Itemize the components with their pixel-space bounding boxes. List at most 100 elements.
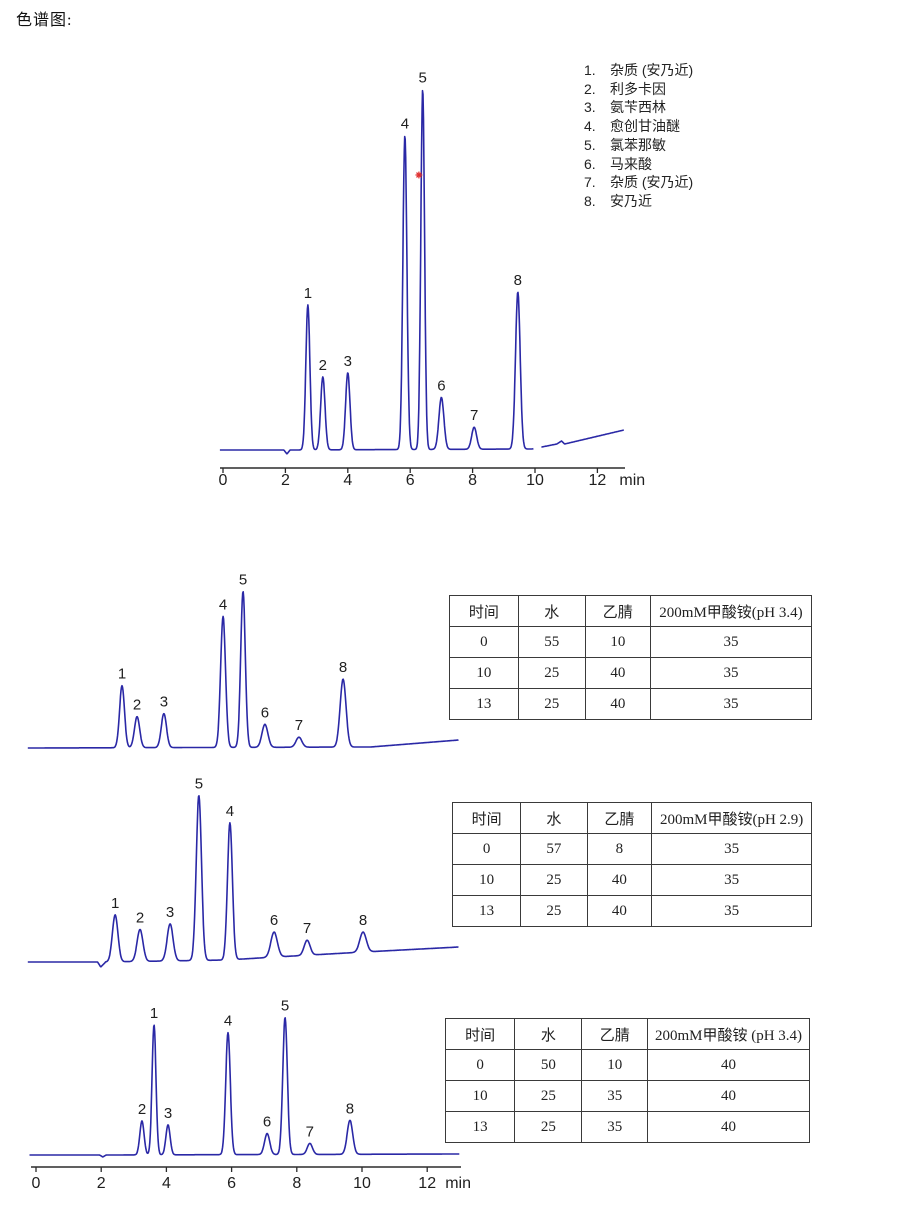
legend-item-number: 1. xyxy=(584,62,596,78)
column-header: 时间 xyxy=(444,1018,516,1050)
table-cell: 13 xyxy=(449,688,519,720)
gradient-table-2: 时间水乙腈 200mM甲酸铵(pH 2.9) 0 57 8 35 10 25 40 35 13 25 4… xyxy=(451,802,812,927)
column-header: 水 xyxy=(517,595,586,627)
legend-item-name: 杂质 (安乃近) xyxy=(610,174,694,191)
peak-label-1: 1 xyxy=(111,895,119,912)
table-header-row: 时间水乙腈 200mM甲酸铵(pH 3.4) xyxy=(449,595,813,627)
table-row: 0 55 10 35 xyxy=(449,626,813,658)
table-cell: 35 xyxy=(651,864,812,896)
column-header: 200mM甲酸铵 (pH 3.4) xyxy=(647,1018,810,1050)
gradient3-chromatogram: 2 1 3 4 6 5 7 8 0 2 4 6 8 10 12 min xyxy=(29,998,471,1192)
x-tick-label: 2 xyxy=(281,472,290,489)
x-tick-label: 6 xyxy=(406,472,415,489)
x-tick-label: 0 xyxy=(219,472,228,489)
peak-label-2: 2 xyxy=(319,357,327,374)
table-cell: 25 xyxy=(514,1080,583,1112)
column-header: 时间 xyxy=(449,595,519,627)
gradient1-chromatogram: 12 3 45 6 7 8 xyxy=(27,571,459,749)
table-row: 10 25 40 35 xyxy=(451,864,812,896)
x-tick-label: 4 xyxy=(343,472,352,489)
peak-label-3: 3 xyxy=(166,904,174,921)
peak-label-6: 6 xyxy=(261,704,269,721)
column-header: 时间 xyxy=(451,802,522,834)
legend-item: 5. 氯苯那敏 xyxy=(584,136,693,155)
peak-label-5: 5 xyxy=(195,776,203,793)
peak-label-5: 5 xyxy=(419,70,427,87)
peak-label-7: 7 xyxy=(306,1123,314,1140)
peak-label-8: 8 xyxy=(359,912,367,929)
x-tick-label: 12 xyxy=(589,472,607,489)
table-cell: 57 xyxy=(520,833,588,865)
red-asterisk-marker xyxy=(415,171,423,179)
table-cell: 40 xyxy=(584,688,651,720)
table-row: 10 25 40 35 xyxy=(449,657,813,689)
legend-item-number: 2. xyxy=(584,80,596,97)
peak-label-7: 7 xyxy=(303,920,311,937)
peak-label-8: 8 xyxy=(339,659,347,676)
marker-stroke xyxy=(416,172,422,178)
legend-item-number: 8. xyxy=(584,192,596,209)
legend-item: 1. 杂质 (安乃近) xyxy=(584,61,693,80)
peak-label-8: 8 xyxy=(346,1100,354,1117)
legend-item-number: 4. xyxy=(584,118,596,135)
peak-label-6: 6 xyxy=(437,377,445,394)
peak-label-3: 3 xyxy=(160,694,168,711)
table-cell: 0 xyxy=(449,626,519,658)
legend-item-name: 愈创甘油醚 xyxy=(610,118,680,135)
table-cell: 35 xyxy=(651,833,812,865)
x-tick-label: 8 xyxy=(292,1175,301,1192)
table-cell: 8 xyxy=(586,833,653,865)
column-header: 水 xyxy=(520,802,588,834)
table-row: 0 57 8 35 xyxy=(451,833,812,865)
x-axis-unit: min xyxy=(445,1175,471,1192)
table-cell: 25 xyxy=(520,895,588,927)
peak-label-1: 1 xyxy=(118,666,126,683)
table-cell: 10 xyxy=(444,1080,516,1112)
peak-label-7: 7 xyxy=(470,407,478,424)
legend-item-name: 杂质 (安乃近) xyxy=(610,62,694,78)
legend-item-name: 氯苯那敏 xyxy=(610,136,666,153)
column-header: 乙腈 xyxy=(586,802,653,834)
peak-label-2: 2 xyxy=(133,697,141,714)
peak-label-4: 4 xyxy=(219,596,227,613)
legend-item: 3. 氨苄西林 xyxy=(584,98,693,117)
table-cell: 10 xyxy=(584,626,651,658)
table-row: 0 50 10 40 xyxy=(444,1049,810,1081)
table-cell: 13 xyxy=(451,895,522,927)
peak-label-8: 8 xyxy=(514,272,522,289)
table-header-row: 时间水乙腈 200mM甲酸铵 (pH 3.4) xyxy=(444,1018,810,1050)
table-cell: 25 xyxy=(520,864,588,896)
x-tick-label: 8 xyxy=(468,472,477,489)
peak-label-4: 4 xyxy=(224,1013,232,1030)
legend-item-name: 利多卡因 xyxy=(610,80,666,97)
table-cell: 40 xyxy=(647,1111,810,1143)
x-tick-label: 4 xyxy=(162,1175,171,1192)
x-tick-label: 10 xyxy=(526,472,544,489)
table-cell: 40 xyxy=(584,657,651,689)
x-tick-label: 10 xyxy=(353,1175,371,1192)
table-row: 10 25 35 40 xyxy=(444,1080,810,1112)
table-cell: 50 xyxy=(514,1049,583,1081)
legend-item-name: 安乃近 xyxy=(610,192,652,209)
peak-label-5: 5 xyxy=(281,998,289,1015)
table-cell: 35 xyxy=(649,688,813,720)
legend-item: 7. 杂质 (安乃近) xyxy=(584,173,693,192)
legend-item: 4. 愈创甘油醚 xyxy=(584,117,693,136)
column-header: 水 xyxy=(514,1018,583,1050)
chromatogram-trace xyxy=(219,89,625,455)
peak-label-6: 6 xyxy=(263,1114,271,1131)
peak-label-4: 4 xyxy=(226,803,234,820)
peak-label-7: 7 xyxy=(295,717,303,734)
mobile-phase-gradient-table: 时间水乙腈 200mM甲酸铵(pH 3.4) 0 55 10 35 10 25 40 35 13 25… xyxy=(449,595,813,720)
page-title: 色谱图: xyxy=(16,12,73,29)
peak-label-2: 2 xyxy=(138,1101,146,1118)
x-tick-label: 0 xyxy=(32,1175,41,1192)
legend-item-number: 3. xyxy=(584,99,596,116)
table-cell: 25 xyxy=(517,688,586,720)
table-row: 13 25 35 40 xyxy=(444,1111,810,1143)
peak-label-6: 6 xyxy=(270,912,278,929)
peak-label-2: 2 xyxy=(136,909,144,926)
table-cell: 35 xyxy=(651,895,812,927)
table-cell: 10 xyxy=(451,864,522,896)
table-cell: 25 xyxy=(514,1111,583,1143)
